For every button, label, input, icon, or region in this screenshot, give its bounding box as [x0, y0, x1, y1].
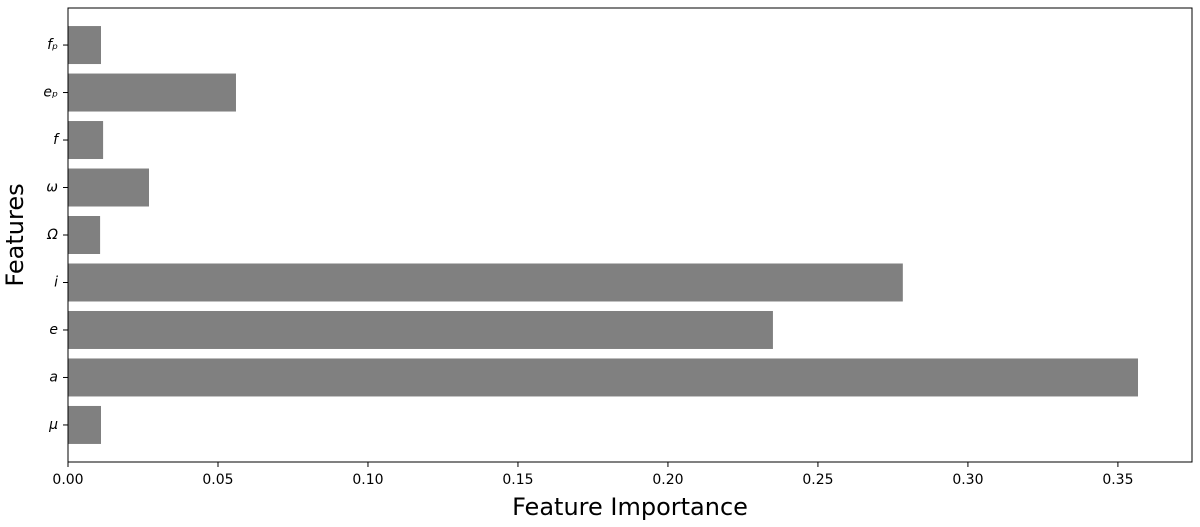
y-tick-label: f — [53, 132, 60, 148]
y-tick-label: μ — [48, 417, 58, 433]
bar — [68, 405, 101, 444]
y-tick-label: fₚ — [47, 37, 58, 53]
bar — [68, 358, 1139, 397]
bar — [68, 168, 149, 207]
x-tick-label: 0.05 — [202, 472, 233, 488]
bar — [68, 121, 104, 160]
plot-frame — [67, 7, 1193, 463]
bar — [68, 73, 236, 112]
y-tick-label: i — [54, 274, 58, 290]
x-tick-label: 0.35 — [1102, 472, 1133, 488]
y-axis-label: Features — [1, 183, 29, 286]
x-tick-label: 0.30 — [952, 472, 983, 488]
bar — [68, 310, 773, 349]
y-tick-label: eₚ — [43, 85, 58, 101]
x-tick-label: 0.15 — [502, 472, 533, 488]
bar — [68, 26, 101, 65]
y-tick-label: e — [49, 322, 58, 338]
x-tick-label: 0.20 — [652, 472, 683, 488]
bar — [68, 216, 101, 254]
x-tick-label: 0.10 — [352, 472, 383, 488]
x-axis-label: Feature Importance — [512, 493, 748, 521]
x-tick-label: 0.00 — [52, 472, 83, 488]
y-tick-label: Ω — [46, 227, 58, 243]
bar — [68, 263, 903, 302]
y-tick-label: ω — [46, 180, 58, 196]
x-tick-label: 0.25 — [802, 472, 833, 488]
y-tick-label: a — [49, 369, 58, 385]
